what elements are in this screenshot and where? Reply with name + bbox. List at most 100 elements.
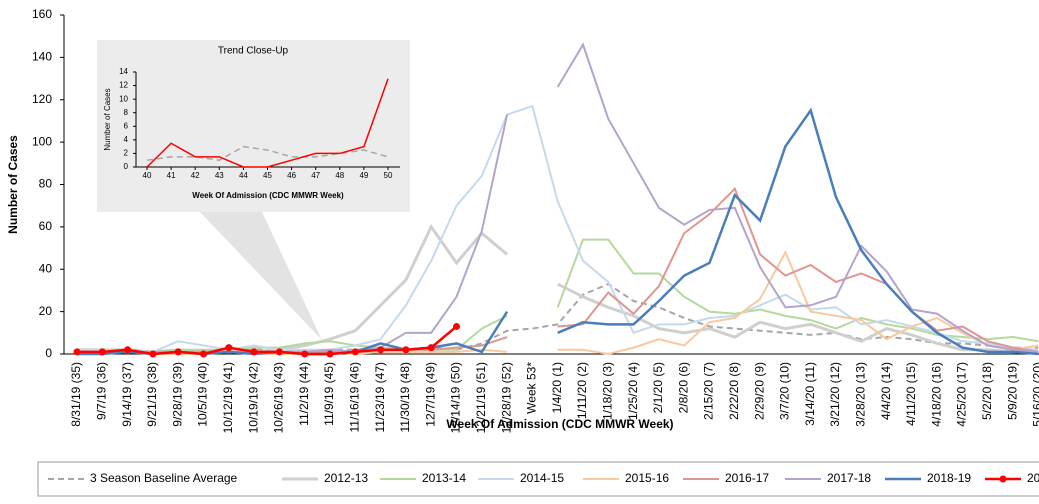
legend-label: 2012-13 — [324, 471, 368, 485]
y-tick-label: 100 — [32, 134, 52, 148]
legend-label: 2014-15 — [520, 471, 564, 485]
legend-label: 2018-19 — [927, 471, 971, 485]
x-tick-label: 9/14/19 (37) — [120, 362, 134, 427]
y-axis-title: Number of Cases — [103, 88, 112, 150]
y-tick-label: 140 — [32, 50, 52, 64]
x-tick-label: 12/21/19 (51) — [474, 362, 488, 433]
series-line — [146, 145, 389, 161]
x-tick-label: 11/9/19 (45) — [322, 362, 336, 426]
point — [225, 344, 233, 352]
x-tick-label: 5/16/20 (20) — [1031, 362, 1039, 427]
chart-title: Trend Close-Up — [218, 46, 289, 57]
x-tick-label: 9/7/19 (36) — [94, 362, 108, 420]
x-tick-label: 2/1/20 (5) — [651, 362, 665, 413]
x-tick-label: 3/21/20 (12) — [828, 362, 842, 427]
point — [98, 348, 106, 356]
y-tick-label: 40 — [39, 261, 53, 275]
y-tick-label: 12 — [119, 81, 128, 90]
y-tick-label: 160 — [32, 7, 52, 21]
legend-label: 3 Season Baseline Average — [90, 471, 238, 485]
x-tick-label: 40 — [143, 171, 152, 180]
y-tick-label: 20 — [39, 304, 53, 318]
x-tick-label: 9/28/19 (39) — [170, 362, 184, 427]
y-tick-label: 14 — [119, 67, 128, 76]
x-tick-label: 4/4/20 (14) — [879, 362, 893, 420]
x-tick-label: 47 — [311, 171, 320, 180]
y-tick-label: 120 — [32, 92, 52, 106]
point — [326, 350, 334, 358]
series-line — [77, 325, 458, 356]
point — [200, 350, 207, 358]
x-tick-label: 49 — [359, 171, 368, 180]
x-tick-label: 1/25/20 (4) — [626, 362, 640, 420]
x-tick-label: Week 53* — [525, 362, 539, 414]
x-tick-label: 12/14/19 (50) — [449, 362, 463, 433]
legend-label: 2015-16 — [625, 471, 669, 485]
x-tick-label: 10/26/19 (43) — [272, 362, 286, 433]
legend-box — [37, 461, 1039, 497]
point — [427, 344, 435, 352]
x-axis-title: Week Of Admission (CDC MMWR Week) — [446, 417, 673, 431]
point — [174, 348, 182, 356]
y-tick-label: 60 — [39, 219, 53, 233]
series-line — [77, 250, 1039, 356]
point — [453, 322, 460, 330]
x-tick-label: 11/23/19 (47) — [373, 362, 387, 433]
x-tick-label: 48 — [335, 171, 344, 180]
callout — [200, 212, 322, 340]
legend-label: 2016-17 — [725, 471, 769, 485]
x-tick-label: 10/19/19 (42) — [246, 362, 260, 433]
x-tick-label: 41 — [167, 171, 176, 180]
x-tick-label: 44 — [239, 171, 248, 180]
x-tick-label: 11/16/19 (46) — [347, 362, 361, 433]
x-tick-label: 2/22/20 (8) — [727, 362, 741, 420]
x-tick-label: 2/15/20 (7) — [702, 362, 716, 420]
y-tick-label: 0 — [124, 162, 129, 171]
x-tick-label: 2/8/20 (6) — [676, 362, 690, 413]
x-tick-label: 42 — [191, 171, 200, 180]
legend-label: 2017-18 — [827, 471, 871, 485]
point — [377, 346, 385, 354]
x-tick-label: 2/29/20 (9) — [752, 362, 766, 420]
point — [250, 348, 258, 356]
inset-panel — [97, 40, 410, 212]
point — [351, 348, 359, 356]
x-tick-label: 45 — [263, 171, 272, 180]
x-tick-label: 4/25/20 (17) — [955, 362, 969, 427]
x-tick-label: 1/11/20 (2) — [575, 362, 589, 419]
y-tick-label: 80 — [39, 177, 53, 191]
x-tick-label: 50 — [384, 171, 393, 180]
x-tick-label: 5/9/20 (19) — [1005, 362, 1019, 420]
point — [301, 350, 309, 358]
x-tick-label: 3/14/20 (11) — [803, 362, 817, 426]
x-tick-label: 3/28/20 (13) — [853, 362, 867, 427]
y-axis-title: Number of Cases — [6, 135, 20, 234]
x-tick-label: 9/21/19 (38) — [145, 362, 159, 427]
x-tick-label: 5/2/20 (18) — [980, 362, 994, 420]
series-line — [77, 223, 1039, 354]
y-tick-label: 8 — [124, 108, 129, 117]
series-line — [146, 78, 389, 168]
point — [124, 346, 132, 354]
x-tick-label: 11/2/19 (44) — [297, 362, 311, 426]
x-axis-title: Week Of Admission (CDC MMWR Week) — [192, 191, 344, 200]
x-tick-label: 1/18/20 (3) — [600, 362, 614, 420]
x-tick-label: 4/18/20 (16) — [929, 362, 943, 427]
series-line — [77, 282, 1039, 353]
x-tick-label: 10/12/19 (41) — [221, 362, 235, 433]
y-tick-label: 6 — [124, 121, 129, 130]
x-tick-label: 11/30/19 (48) — [398, 362, 412, 433]
x-tick-label: 4/11/20 (15) — [904, 362, 918, 426]
x-tick-label: 43 — [215, 171, 224, 180]
x-tick-label: 12/7/19 (49) — [423, 362, 437, 427]
y-tick-label: 4 — [124, 135, 129, 144]
y-tick-label: 0 — [45, 346, 52, 360]
legend-label: 2013-14 — [422, 471, 466, 485]
point — [275, 348, 283, 356]
x-tick-label: 8/31/19 (35) — [69, 362, 83, 427]
x-tick-label: 10/5/19 (40) — [196, 362, 210, 427]
point — [149, 350, 157, 358]
x-tick-label: 1/4/20 (1) — [550, 362, 564, 413]
legend-marker — [999, 475, 1007, 483]
